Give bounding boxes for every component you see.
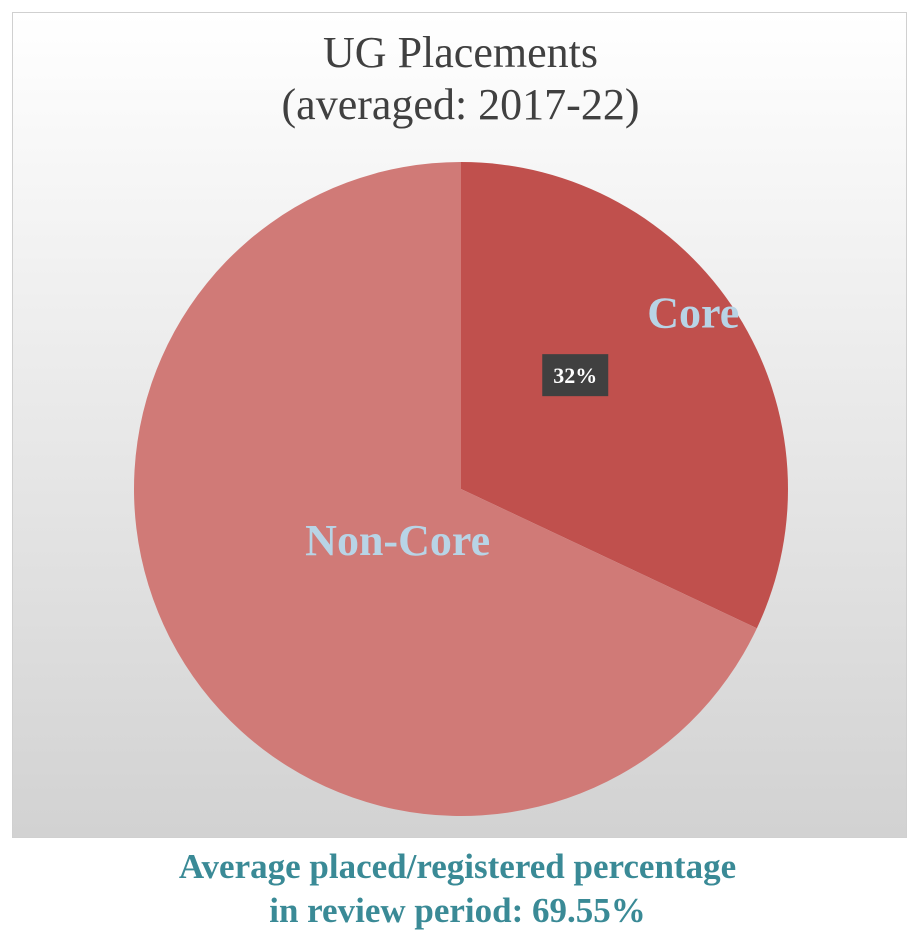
chart-title-line-1: UG Placements xyxy=(323,28,598,77)
summary-caption: Average placed/registered percentage in … xyxy=(0,845,915,933)
caption-line-2: in review period: 69.55% xyxy=(269,891,646,930)
pie-chart: Core 32% Non-Core xyxy=(134,162,788,816)
chart-title-line-2: (averaged: 2017-22) xyxy=(281,80,640,129)
chart-area: UG Placements (averaged: 2017-22) Core 32… xyxy=(12,12,907,838)
data-label-text: 32% xyxy=(553,363,597,388)
caption-line-1: Average placed/registered percentage xyxy=(178,847,737,886)
chart-title: UG Placements (averaged: 2017-22) xyxy=(13,27,908,131)
category-label-non-core: Non-Core xyxy=(305,516,490,565)
category-label-core: Core xyxy=(647,289,739,338)
pie-slice-non-core xyxy=(134,162,757,816)
pie-slice-core xyxy=(461,162,788,629)
data-label-core: 32% xyxy=(542,354,609,397)
data-label-box xyxy=(542,354,609,397)
